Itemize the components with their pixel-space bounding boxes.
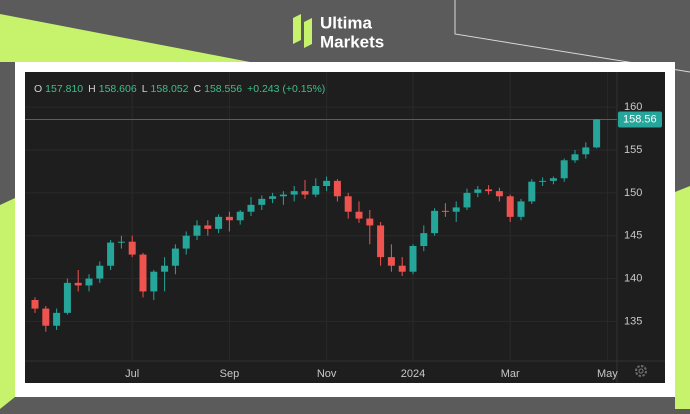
candle-body: [495, 191, 503, 197]
x-tick-label: 2024: [401, 368, 425, 380]
candle-body: [323, 180, 331, 186]
legend-value: 158.606: [99, 83, 137, 95]
bg-line: [454, 0, 690, 73]
y-tick-label: 135: [624, 315, 642, 327]
settings-icon[interactable]: [635, 365, 647, 377]
candle-body: [593, 119, 601, 148]
candle-body: [463, 192, 471, 208]
candle-body: [355, 211, 363, 219]
candle-body: [409, 246, 417, 272]
candle-body: [139, 254, 147, 292]
candle-body: [193, 225, 201, 236]
candle-body: [387, 257, 395, 266]
labels: 135 140 145 150 155 160 Jul Sep Nov 2024 Mar May 158…: [34, 83, 662, 380]
candle-body: [571, 154, 579, 161]
legend-key: O: [34, 83, 42, 95]
candle-body: [225, 216, 233, 221]
legend-value: 158.052: [151, 83, 189, 95]
y-tick-label: 140: [624, 272, 642, 284]
candle-body: [431, 210, 439, 234]
candle-body: [528, 181, 536, 202]
x-tick-label: Jul: [125, 368, 139, 380]
candle-body: [539, 180, 547, 182]
y-tick-label: 150: [624, 187, 642, 199]
candle-body: [204, 225, 212, 229]
candle-body: [117, 241, 125, 243]
candle-body: [506, 196, 514, 217]
candle-body: [74, 282, 82, 286]
x-tick-label: Mar: [501, 368, 520, 380]
legend-key: C: [194, 83, 202, 95]
candle-body: [182, 235, 190, 249]
candle-body: [236, 211, 244, 221]
x-tick-label: Sep: [220, 368, 240, 380]
y-tick-label: 160: [624, 101, 642, 113]
bg-accent: [675, 186, 690, 409]
candle-body: [312, 186, 320, 195]
candle-body: [485, 189, 493, 192]
last-price-tag: [618, 111, 662, 128]
candle-body: [344, 196, 352, 212]
candle-body: [215, 216, 223, 229]
candle-body: [377, 225, 385, 258]
candle-body: [474, 189, 482, 193]
candle-body: [452, 207, 460, 212]
legend-key: H: [88, 83, 96, 95]
legend-key: L: [142, 83, 148, 95]
candle-body: [279, 194, 287, 197]
legend-value: 157.810: [45, 83, 83, 95]
candle-body: [31, 300, 39, 309]
candle-body: [582, 147, 590, 155]
candle-body: [269, 196, 277, 199]
bg-accent: [0, 198, 15, 409]
candle-body: [107, 242, 115, 266]
candles: [31, 119, 601, 332]
candle-body: [161, 265, 169, 272]
logo: Ultima Markets: [293, 13, 384, 51]
candle-body: [441, 210, 449, 212]
candle-body: [366, 218, 374, 226]
bg-accent: [0, 14, 250, 62]
brand-line1: Ultima: [320, 13, 373, 32]
brand-line2: Markets: [320, 32, 384, 51]
candle-body: [517, 201, 525, 217]
candle-body: [85, 278, 93, 286]
legend-change: +0.243 (+0.15%): [247, 83, 325, 95]
chart-panel: [25, 72, 665, 383]
candle-body: [96, 265, 104, 279]
candle-body: [333, 180, 341, 197]
y-tick-label: 155: [624, 144, 642, 156]
legend-value: 158.556: [204, 83, 242, 95]
x-tick-label: Nov: [317, 368, 337, 380]
candle-body: [42, 308, 50, 326]
candle-body: [128, 241, 136, 255]
candle-body: [258, 198, 266, 205]
y-tick-label: 145: [624, 230, 642, 242]
candle-body: [398, 265, 406, 272]
candle-body: [53, 312, 61, 326]
candle-body: [301, 191, 309, 195]
candle-body: [420, 233, 428, 246]
candle-body: [290, 191, 298, 195]
candle-body: [171, 248, 179, 266]
last-price-label: 158.56: [623, 113, 657, 125]
candle-body: [63, 282, 71, 313]
candle-body: [560, 160, 568, 179]
candle-body: [150, 271, 158, 292]
candle-body: [247, 204, 255, 212]
candle-body: [549, 178, 557, 181]
x-tick-label: May: [597, 368, 618, 380]
